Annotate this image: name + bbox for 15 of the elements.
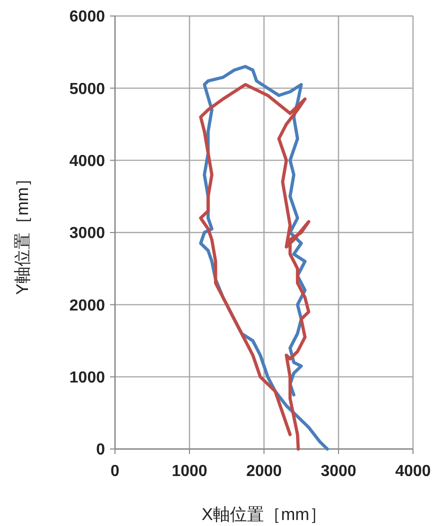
x-tick-label: 1000: [172, 463, 208, 480]
x-tick-label: 3000: [320, 463, 356, 480]
y-tick-label: 1000: [69, 369, 106, 386]
x-tick-label: 0: [110, 463, 120, 480]
y-tick-label: 0: [96, 442, 106, 459]
x-axis-title: X軸位置［mm］: [202, 505, 326, 524]
line-series: [199, 82, 310, 451]
y-axis-title: Y軸位置［mm］: [13, 170, 32, 295]
y-tick-label: 2000: [69, 297, 106, 314]
y-tick-label: 4000: [69, 152, 106, 170]
x-tick-label: 2000: [246, 463, 282, 480]
y-tick-label: 5000: [69, 80, 106, 98]
y-tick-label: 3000: [69, 225, 106, 242]
x-tick-label: 4000: [395, 463, 431, 480]
y-tick-label: 6000: [69, 8, 106, 26]
